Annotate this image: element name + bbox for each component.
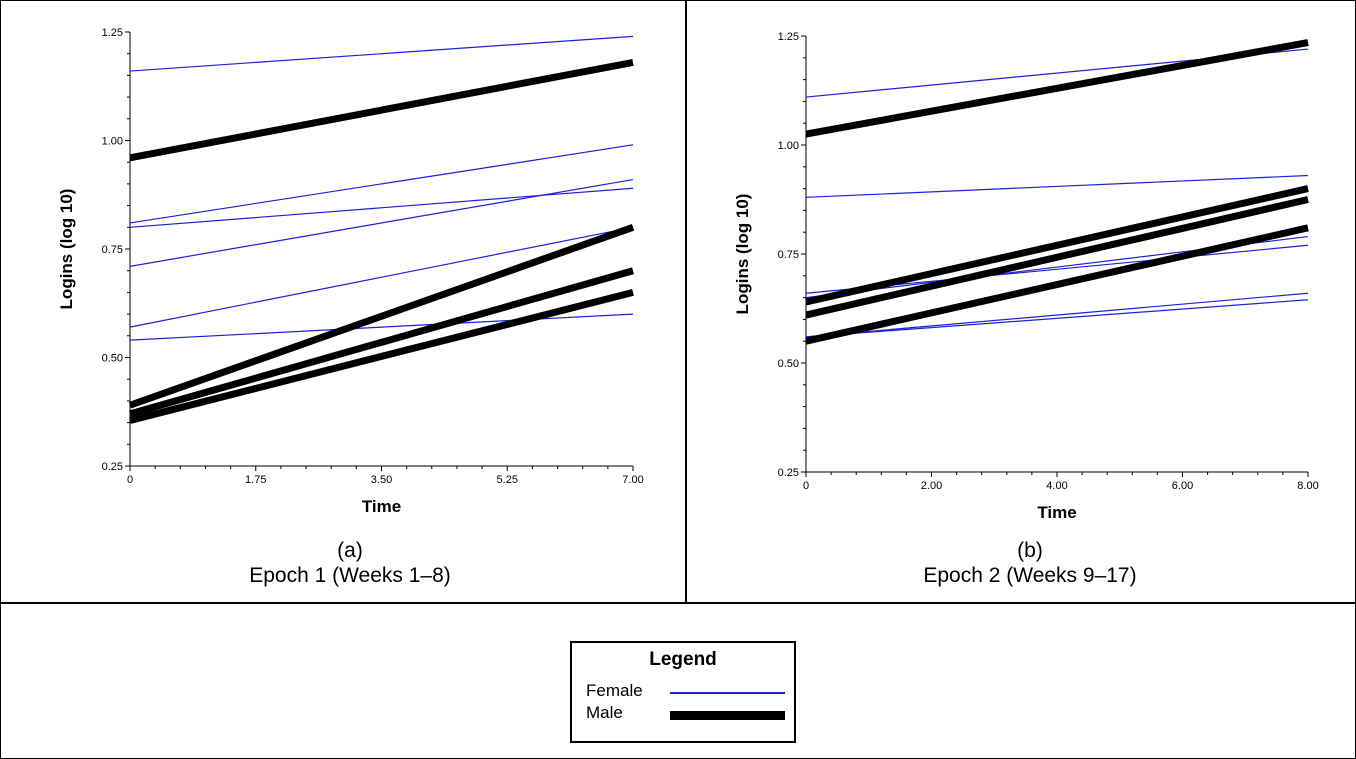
chart-b-y-tick-label: 0.50 xyxy=(778,358,799,370)
chart-a-y-tick-label: 1.00 xyxy=(102,136,123,148)
chart-a-x-axis-label: Time xyxy=(362,497,401,516)
chart-a-series-male xyxy=(129,289,634,424)
column-divider xyxy=(685,0,687,603)
legend-label-female: Female xyxy=(586,681,643,700)
chart-a-series-male xyxy=(129,58,634,162)
row-divider xyxy=(0,602,1356,604)
chart-b-y-tick-label: 0.75 xyxy=(778,249,799,261)
chart-a-x-tick-label: 5.25 xyxy=(497,474,518,486)
legend-swatch-male xyxy=(670,711,785,720)
chart-b-y-tick-label: 1.25 xyxy=(778,31,799,43)
legend-title: Legend xyxy=(649,649,717,670)
chart-b-series-female xyxy=(805,292,1309,338)
chart-a-x-tick-label: 1.75 xyxy=(245,474,266,486)
chart-a-y-axis-label: Logins (log 10) xyxy=(57,189,76,310)
chart-b-x-tick-label: 8.00 xyxy=(1297,480,1318,492)
chart-b-series-male xyxy=(805,185,1309,306)
caption-letter-b: (b) xyxy=(1017,539,1043,562)
caption-b: (b) Epoch 2 (Weeks 9–17) xyxy=(720,538,1340,588)
chart-b: 0.25 0.50 0.75 1.00 1.25 0 2.00 4.00 6.00 8.00 Tim… xyxy=(733,31,1319,522)
caption-title-a: Epoch 1 (Weeks 1–8) xyxy=(249,564,451,587)
chart-b-x-tick-label: 4.00 xyxy=(1046,480,1067,492)
chart-a-x-tick-label: 3.50 xyxy=(371,474,392,486)
chart-a-series-male xyxy=(129,267,634,418)
caption-title-b: Epoch 2 (Weeks 9–17) xyxy=(923,564,1137,587)
chart-a-series-female xyxy=(129,187,634,228)
chart-b-x-axis-label: Time xyxy=(1037,503,1076,522)
legend-swatch-female xyxy=(670,692,785,694)
chart-a-x-tick-label: 0 xyxy=(127,474,133,486)
chart-b-series-female xyxy=(805,299,1309,338)
chart-a-series-female xyxy=(129,178,634,267)
chart-b-x-tick-label: 2.00 xyxy=(921,480,942,492)
chart-b-y-axis-label: Logins (log 10) xyxy=(733,194,752,315)
chart-panel-b: 0.25 0.50 0.75 1.00 1.25 0 2.00 4.00 6.00 8.00 Tim… xyxy=(692,10,1352,530)
chart-b-series-male xyxy=(805,224,1309,345)
chart-b-x-tick-label: 0 xyxy=(803,480,809,492)
chart-a-series-female xyxy=(129,313,634,341)
chart-a-series-female xyxy=(129,35,634,72)
legend-box: Legend Female Male xyxy=(570,641,796,743)
caption-a: (a) Epoch 1 (Weeks 1–8) xyxy=(40,538,660,588)
chart-a-series-female xyxy=(129,226,634,328)
chart-b-y-tick-label: 1.00 xyxy=(778,140,799,152)
chart-a-y-tick-label: 0.50 xyxy=(102,353,123,365)
chart-a-series-male xyxy=(128,224,635,409)
chart-a-y-tick-label: 0.75 xyxy=(102,244,123,256)
chart-b-series-female xyxy=(805,174,1309,198)
legend-label-male: Male xyxy=(586,703,623,722)
caption-letter-a: (a) xyxy=(337,539,363,562)
chart-b-y-tick-label: 0.25 xyxy=(778,467,799,479)
chart-b-x-tick-label: 6.00 xyxy=(1172,480,1193,492)
chart-a-y-tick-label: 1.25 xyxy=(102,27,123,39)
chart-b-series-male xyxy=(805,196,1309,319)
chart-a: 0.25 0.50 0.75 1.00 1.25 0 1.75 3.50 5.25 7.00 Tim… xyxy=(57,27,644,516)
chart-panel-a: 0.25 0.50 0.75 1.00 1.25 0 1.75 3.50 5.25 7.00 Tim… xyxy=(10,10,675,530)
chart-b-series-male xyxy=(805,39,1309,138)
chart-a-series-female xyxy=(129,144,634,224)
chart-a-y-tick-label: 0.25 xyxy=(102,461,123,473)
chart-a-x-tick-label: 7.00 xyxy=(622,474,643,486)
